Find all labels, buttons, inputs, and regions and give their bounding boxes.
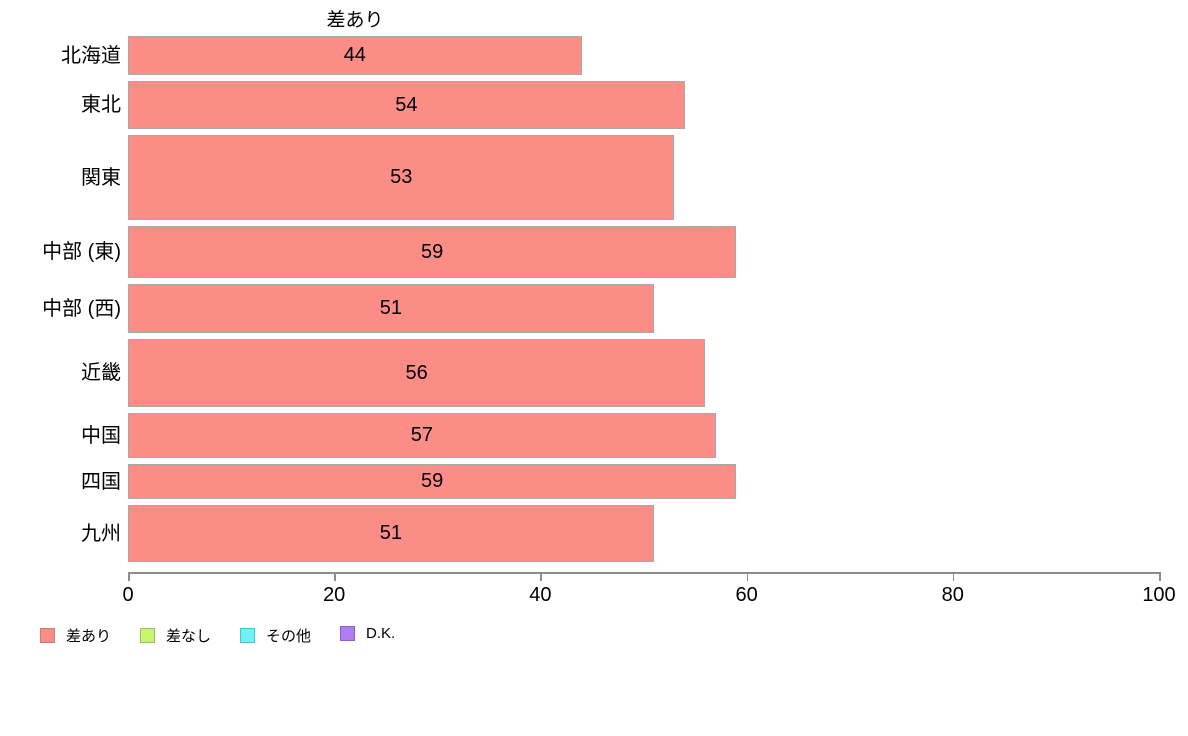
legend-label: D.K. — [366, 625, 396, 642]
bar-value-label: 44 — [343, 44, 366, 66]
legend-swatch — [40, 628, 55, 643]
bar-value-label: 54 — [395, 93, 418, 116]
legend-item: D.K. — [340, 625, 395, 642]
legend-label: 差あり — [66, 628, 112, 645]
x-axis-tick — [1159, 572, 1161, 581]
bar: 44 — [128, 36, 582, 75]
x-axis-tick — [128, 572, 130, 581]
bar: 53 — [128, 135, 675, 220]
category-label: 関東 — [81, 166, 121, 189]
legend-item: その他 — [240, 625, 311, 646]
bar-value-label: 59 — [421, 240, 444, 263]
legend-item: 差あり — [40, 625, 111, 646]
legend-item: 差なし — [140, 625, 211, 646]
x-axis-tick-label: 100 — [1142, 584, 1176, 606]
x-axis-tick-label: 60 — [735, 584, 758, 606]
x-axis-tick-label: 0 — [122, 584, 134, 606]
legend-swatch — [140, 628, 155, 643]
bar: 51 — [128, 505, 654, 562]
bar: 59 — [128, 226, 737, 278]
bar-value-label: 53 — [390, 166, 413, 188]
bar: 51 — [128, 284, 654, 333]
legend-swatch — [340, 626, 355, 641]
category-label: 中部 (東) — [42, 241, 121, 263]
bar: 57 — [128, 413, 716, 458]
legend-label: 差なし — [166, 628, 212, 645]
bar-value-label: 59 — [421, 470, 444, 492]
bar-value-label: 57 — [410, 424, 433, 446]
bar: 54 — [128, 81, 685, 129]
bar-value-label: 51 — [379, 522, 403, 544]
chart-title: 差あり — [326, 10, 384, 31]
legend-swatch — [240, 628, 255, 643]
x-axis-tick — [334, 572, 336, 581]
bar: 59 — [128, 464, 737, 499]
category-label: 北海道 — [61, 44, 121, 67]
legend-label: その他 — [266, 628, 312, 645]
category-label: 四国 — [81, 470, 121, 493]
x-axis-tick-label: 20 — [323, 584, 346, 606]
x-axis-tick-label: 80 — [941, 584, 964, 606]
category-label: 中国 — [81, 424, 121, 447]
x-axis-tick — [952, 572, 955, 581]
x-axis-tick-label: 40 — [529, 584, 552, 606]
bar: 56 — [128, 339, 706, 407]
bar-value-label: 51 — [379, 297, 403, 319]
category-label: 中部 (西) — [42, 297, 121, 320]
category-label: 近畿 — [81, 362, 121, 384]
category-label: 九州 — [81, 522, 121, 545]
bar-value-label: 56 — [405, 361, 428, 384]
category-label: 東北 — [81, 94, 121, 116]
x-axis-line — [128, 572, 1161, 574]
x-axis-tick — [746, 572, 749, 581]
x-axis-tick — [540, 572, 542, 581]
